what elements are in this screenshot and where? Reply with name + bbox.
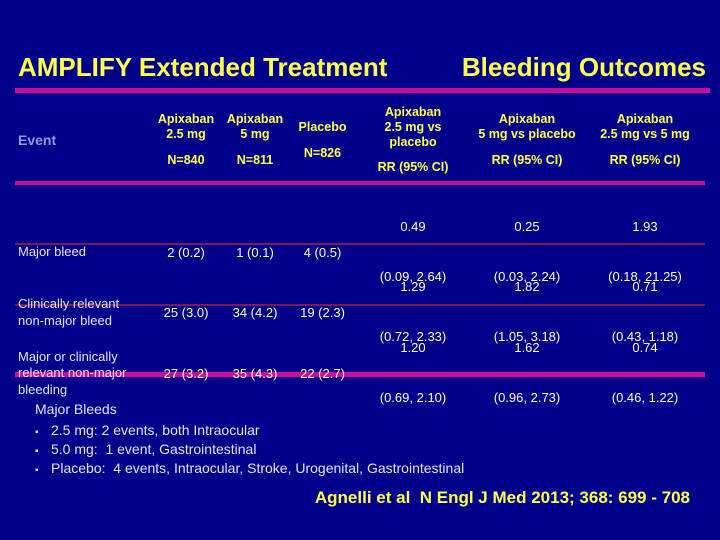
column-header-event: Event [18, 132, 57, 148]
cell-count: 19 (2.3) [300, 305, 345, 321]
cell-rr: 0.49 (0.09, 2.64) [379, 218, 447, 285]
cell-rr: 1.82 (1.05, 3.18) [493, 278, 561, 345]
row-label: Clinically relevant non-major bleed [18, 296, 120, 328]
cell-count: 2 (0.2) [167, 245, 205, 261]
slide-title-right: Bleeding Outcomes [461, 52, 706, 82]
cell-count: 35 (4.3) [232, 366, 278, 382]
column-rr-label: RR (95% CI) [609, 152, 681, 167]
column-header-apixaban-5mg: Apixaban 5 mg N=811 [226, 112, 284, 167]
column-rr-label: RR (95% CI) [491, 152, 563, 167]
cell-rr: 1.29 (0.72, 2.33) [379, 278, 447, 345]
note-bullet-2-5mg: ▪ 2.5 mg: 2 events, both Intraocular [35, 422, 464, 441]
cell-rr: 1.20 (0.69, 2.10) [379, 339, 447, 406]
column-header-2-5mg-vs-5mg: Apixaban 2.5 mg vs 5 mg RR (95% CI) [600, 112, 690, 167]
table-row-clinically-relevant: Clinically relevant non-major bleed 25 (… [15, 245, 705, 345]
notes-heading: Major Bleeds [35, 401, 117, 417]
square-bullet-icon: ▪ [35, 446, 39, 457]
column-n-811: N=811 [236, 152, 274, 167]
note-bullet-placebo: ▪ Placebo: 4 events, Intraocular, Stroke… [35, 460, 464, 479]
square-bullet-icon: ▪ [35, 465, 39, 476]
cell-count: 34 (4.2) [232, 305, 278, 321]
cell-rr: 1.93 (0.18, 21.25) [608, 218, 682, 285]
column-rr-label: RR (95% CI) [377, 160, 449, 175]
cell-count: 22 (2.7) [300, 366, 345, 382]
table-bottom-border [15, 372, 705, 377]
row-divider [15, 304, 705, 306]
major-bleeds-notes: Major Bleeds ▪ 2.5 mg: 2 events, both In… [35, 401, 464, 479]
slide-title-left: AMPLIFY Extended Treatment [18, 52, 388, 82]
citation: Agnelli et al N Engl J Med 2013; 368: 69… [314, 488, 690, 507]
column-header-2-5mg-vs-placebo: Apixaban 2.5 mg vs placebo RR (95% CI) [377, 105, 449, 175]
cell-rr: 0.25 (0.03, 2.24) [493, 218, 561, 285]
bleeding-outcomes-table: Event Apixaban 2.5 mg N=840 Apixaban 5 m… [15, 99, 705, 406]
column-header-apixaban-2-5mg: Apixaban 2.5 mg N=840 [157, 112, 215, 167]
slide-title: AMPLIFY Extended Treatment Bleeding Outc… [18, 52, 706, 83]
column-n-826: N=826 [303, 145, 342, 160]
column-header-placebo: Placebo N=826 [298, 119, 347, 160]
row-label: Major bleed [18, 244, 86, 260]
table-row-major-bleed: Major bleed 2 (0.2) 1 (0.1) 4 (0.5) 0.49… [15, 185, 705, 285]
cell-rr: 1.62 (0.96, 2.73) [493, 339, 561, 406]
table-row-major-or-crnm: Major or clinically relevant non-major b… [15, 306, 705, 406]
header-divider [15, 181, 705, 185]
cell-count: 1 (0.1) [236, 245, 274, 261]
square-bullet-icon: ▪ [35, 427, 39, 438]
row-label: Major or clinically relevant non-major b… [18, 349, 127, 397]
cell-count: 27 (3.2) [163, 366, 209, 382]
note-bullet-5mg: ▪ 5.0 mg: 1 event, Gastrointestinal [35, 441, 464, 460]
cell-rr: 0.71 (0.43, 1.18) [611, 278, 679, 345]
cell-count: 25 (3.0) [163, 305, 209, 321]
cell-count: 4 (0.5) [303, 245, 342, 261]
column-header-5mg-vs-placebo: Apixaban 5 mg vs placebo RR (95% CI) [478, 112, 576, 167]
cell-rr: 0.74 (0.46, 1.22) [611, 339, 679, 406]
table-header-row: Event Apixaban 2.5 mg N=840 Apixaban 5 m… [15, 99, 705, 181]
title-underline [15, 88, 710, 93]
row-divider [15, 243, 705, 245]
column-n-840: N=840 [167, 152, 205, 167]
